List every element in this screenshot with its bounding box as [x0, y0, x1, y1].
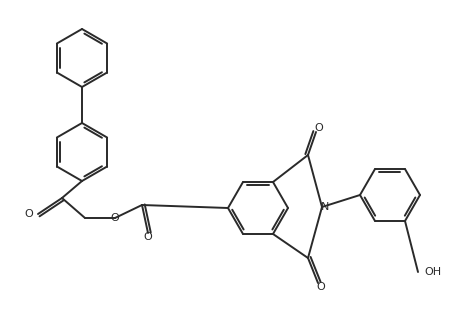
Text: OH: OH [423, 267, 440, 277]
Text: O: O [24, 209, 33, 219]
Text: O: O [316, 282, 325, 292]
Text: N: N [320, 202, 328, 212]
Text: O: O [314, 123, 322, 133]
Text: O: O [143, 232, 152, 242]
Text: O: O [110, 213, 119, 223]
